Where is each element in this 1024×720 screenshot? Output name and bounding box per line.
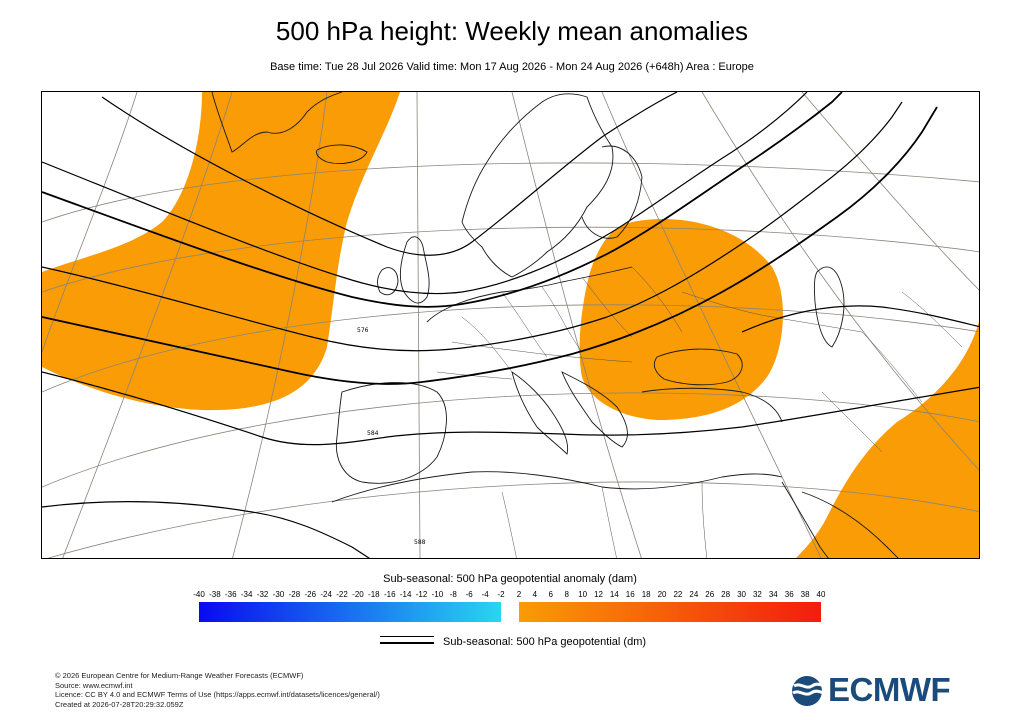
map-canvas: 576 584 588 bbox=[42, 92, 979, 558]
anomaly-area-middle-east bbox=[795, 321, 979, 558]
anomaly-legend-title: Sub-seasonal: 500 hPa geopotential anoma… bbox=[383, 573, 637, 585]
geopotential-contours bbox=[42, 92, 979, 558]
black-sea bbox=[653, 348, 743, 386]
arabia-coast bbox=[801, 491, 899, 558]
page-title: 500 hPa height: Weekly mean anomalies bbox=[275, 16, 749, 46]
page-subtitle: Base time: Tue 28 Jul 2026 Valid time: M… bbox=[270, 61, 754, 73]
negative-tick-label: -30 bbox=[272, 590, 285, 599]
positive-tick-label: 4 bbox=[532, 590, 538, 599]
contour-line-3 bbox=[42, 92, 843, 308]
negative-tick-label: -34 bbox=[240, 590, 253, 599]
anomaly-area-central-europe bbox=[579, 219, 783, 420]
negative-tick-label: -16 bbox=[383, 590, 396, 599]
iberia bbox=[335, 382, 447, 484]
positive-tick-label: 40 bbox=[816, 590, 826, 599]
country-borders bbox=[436, 266, 963, 558]
negative-tick-label: -28 bbox=[288, 590, 301, 599]
negative-anomaly-colorbar bbox=[199, 602, 501, 622]
positive-tick-label: 2 bbox=[516, 590, 522, 599]
ecmwf-logo: ECMWF bbox=[790, 671, 970, 708]
balkans-greece bbox=[561, 371, 628, 448]
contour-label-584: 584 bbox=[367, 430, 379, 437]
negative-tick-label: -12 bbox=[415, 590, 428, 599]
positive-tick-label: 6 bbox=[548, 590, 554, 599]
negative-tick-label: -20 bbox=[352, 590, 364, 599]
north-africa-coast bbox=[331, 471, 783, 503]
negative-tick-label: -38 bbox=[209, 590, 221, 599]
negative-tick-label: -18 bbox=[368, 590, 380, 599]
footer-copyright: © 2026 European Centre for Medium-Range … bbox=[55, 671, 304, 680]
footer-created: Created at 2026-07-28T20:29:32.059Z bbox=[55, 699, 184, 709]
positive-tick-label: 20 bbox=[657, 590, 667, 599]
negative-tick-label: -6 bbox=[465, 590, 473, 599]
footer-credits: © 2026 European Centre for Medium-Range … bbox=[55, 671, 380, 709]
map-panel[interactable]: 576 584 588 bbox=[41, 91, 980, 559]
positive-tick-label: 16 bbox=[625, 590, 635, 599]
contour-label-576: 576 bbox=[357, 327, 369, 334]
negative-tick-label: -26 bbox=[304, 590, 317, 599]
positive-tick-label: 24 bbox=[689, 590, 699, 599]
contour-label-588: 588 bbox=[414, 539, 426, 546]
contour-line-7 bbox=[42, 500, 371, 558]
positive-tick-label: 38 bbox=[800, 590, 810, 599]
finland-coast bbox=[581, 145, 643, 239]
contour-line-6 bbox=[42, 371, 979, 446]
negative-tick-label: -22 bbox=[336, 590, 348, 599]
positive-tick-label: 14 bbox=[609, 590, 619, 599]
contour-line-1 bbox=[101, 92, 678, 256]
red-sea bbox=[781, 481, 829, 558]
positive-tick-label: 12 bbox=[594, 590, 603, 599]
contour-labels: 576 584 588 bbox=[357, 327, 426, 546]
italy bbox=[511, 370, 569, 455]
negative-tick-label: -32 bbox=[256, 590, 269, 599]
contour-line-5 bbox=[42, 106, 938, 385]
footer-licence: Licence: CC BY 4.0 and ECMWF Terms of Us… bbox=[55, 690, 380, 699]
contour-line-8 bbox=[741, 305, 979, 333]
positive-tick-label: 28 bbox=[721, 590, 731, 599]
negative-tick-label: -36 bbox=[225, 590, 237, 599]
contour-line-2 bbox=[42, 92, 808, 295]
coastlines bbox=[211, 92, 899, 558]
positive-tick-label: 22 bbox=[673, 590, 683, 599]
iceland-coast bbox=[316, 144, 368, 164]
turkey-coast bbox=[641, 387, 783, 423]
negative-tick-label: -8 bbox=[449, 590, 457, 599]
positive-tick-label: 26 bbox=[705, 590, 715, 599]
greenland-coast bbox=[211, 92, 343, 153]
contour-legend-swatch bbox=[380, 634, 434, 646]
ecmwf-logo-icon bbox=[792, 676, 825, 706]
positive-tick-label: 18 bbox=[641, 590, 651, 599]
positive-tick-label: 34 bbox=[768, 590, 778, 599]
scandinavia-coast bbox=[461, 93, 614, 278]
positive-tick-label: 36 bbox=[784, 590, 794, 599]
ireland bbox=[377, 267, 399, 296]
contour-legend-label: Sub-seasonal: 500 hPa geopotential (dm) bbox=[443, 636, 647, 648]
negative-tick-label: -10 bbox=[431, 590, 444, 599]
positive-tick-label: 32 bbox=[752, 590, 762, 599]
footer-source: Source: www.ecmwf.int bbox=[55, 680, 133, 690]
positive-anomaly-colorbar bbox=[519, 602, 821, 622]
negative-tick-label: -4 bbox=[481, 590, 489, 599]
positive-tick-label: 10 bbox=[578, 590, 588, 599]
negative-tick-label: -40 bbox=[193, 590, 205, 599]
positive-tick-label: 30 bbox=[737, 590, 746, 599]
caspian-sea bbox=[813, 266, 845, 348]
graticule bbox=[42, 92, 979, 558]
anomaly-fill bbox=[42, 92, 979, 558]
negative-tick-label: -24 bbox=[320, 590, 332, 599]
ecmwf-logo-text: ECMWF bbox=[828, 671, 951, 708]
contour-line-4 bbox=[42, 101, 903, 352]
negative-tick-label: -2 bbox=[497, 590, 505, 599]
negative-tick-label: -14 bbox=[399, 590, 412, 599]
positive-tick-label: 8 bbox=[564, 590, 569, 599]
british-isles bbox=[400, 236, 430, 304]
